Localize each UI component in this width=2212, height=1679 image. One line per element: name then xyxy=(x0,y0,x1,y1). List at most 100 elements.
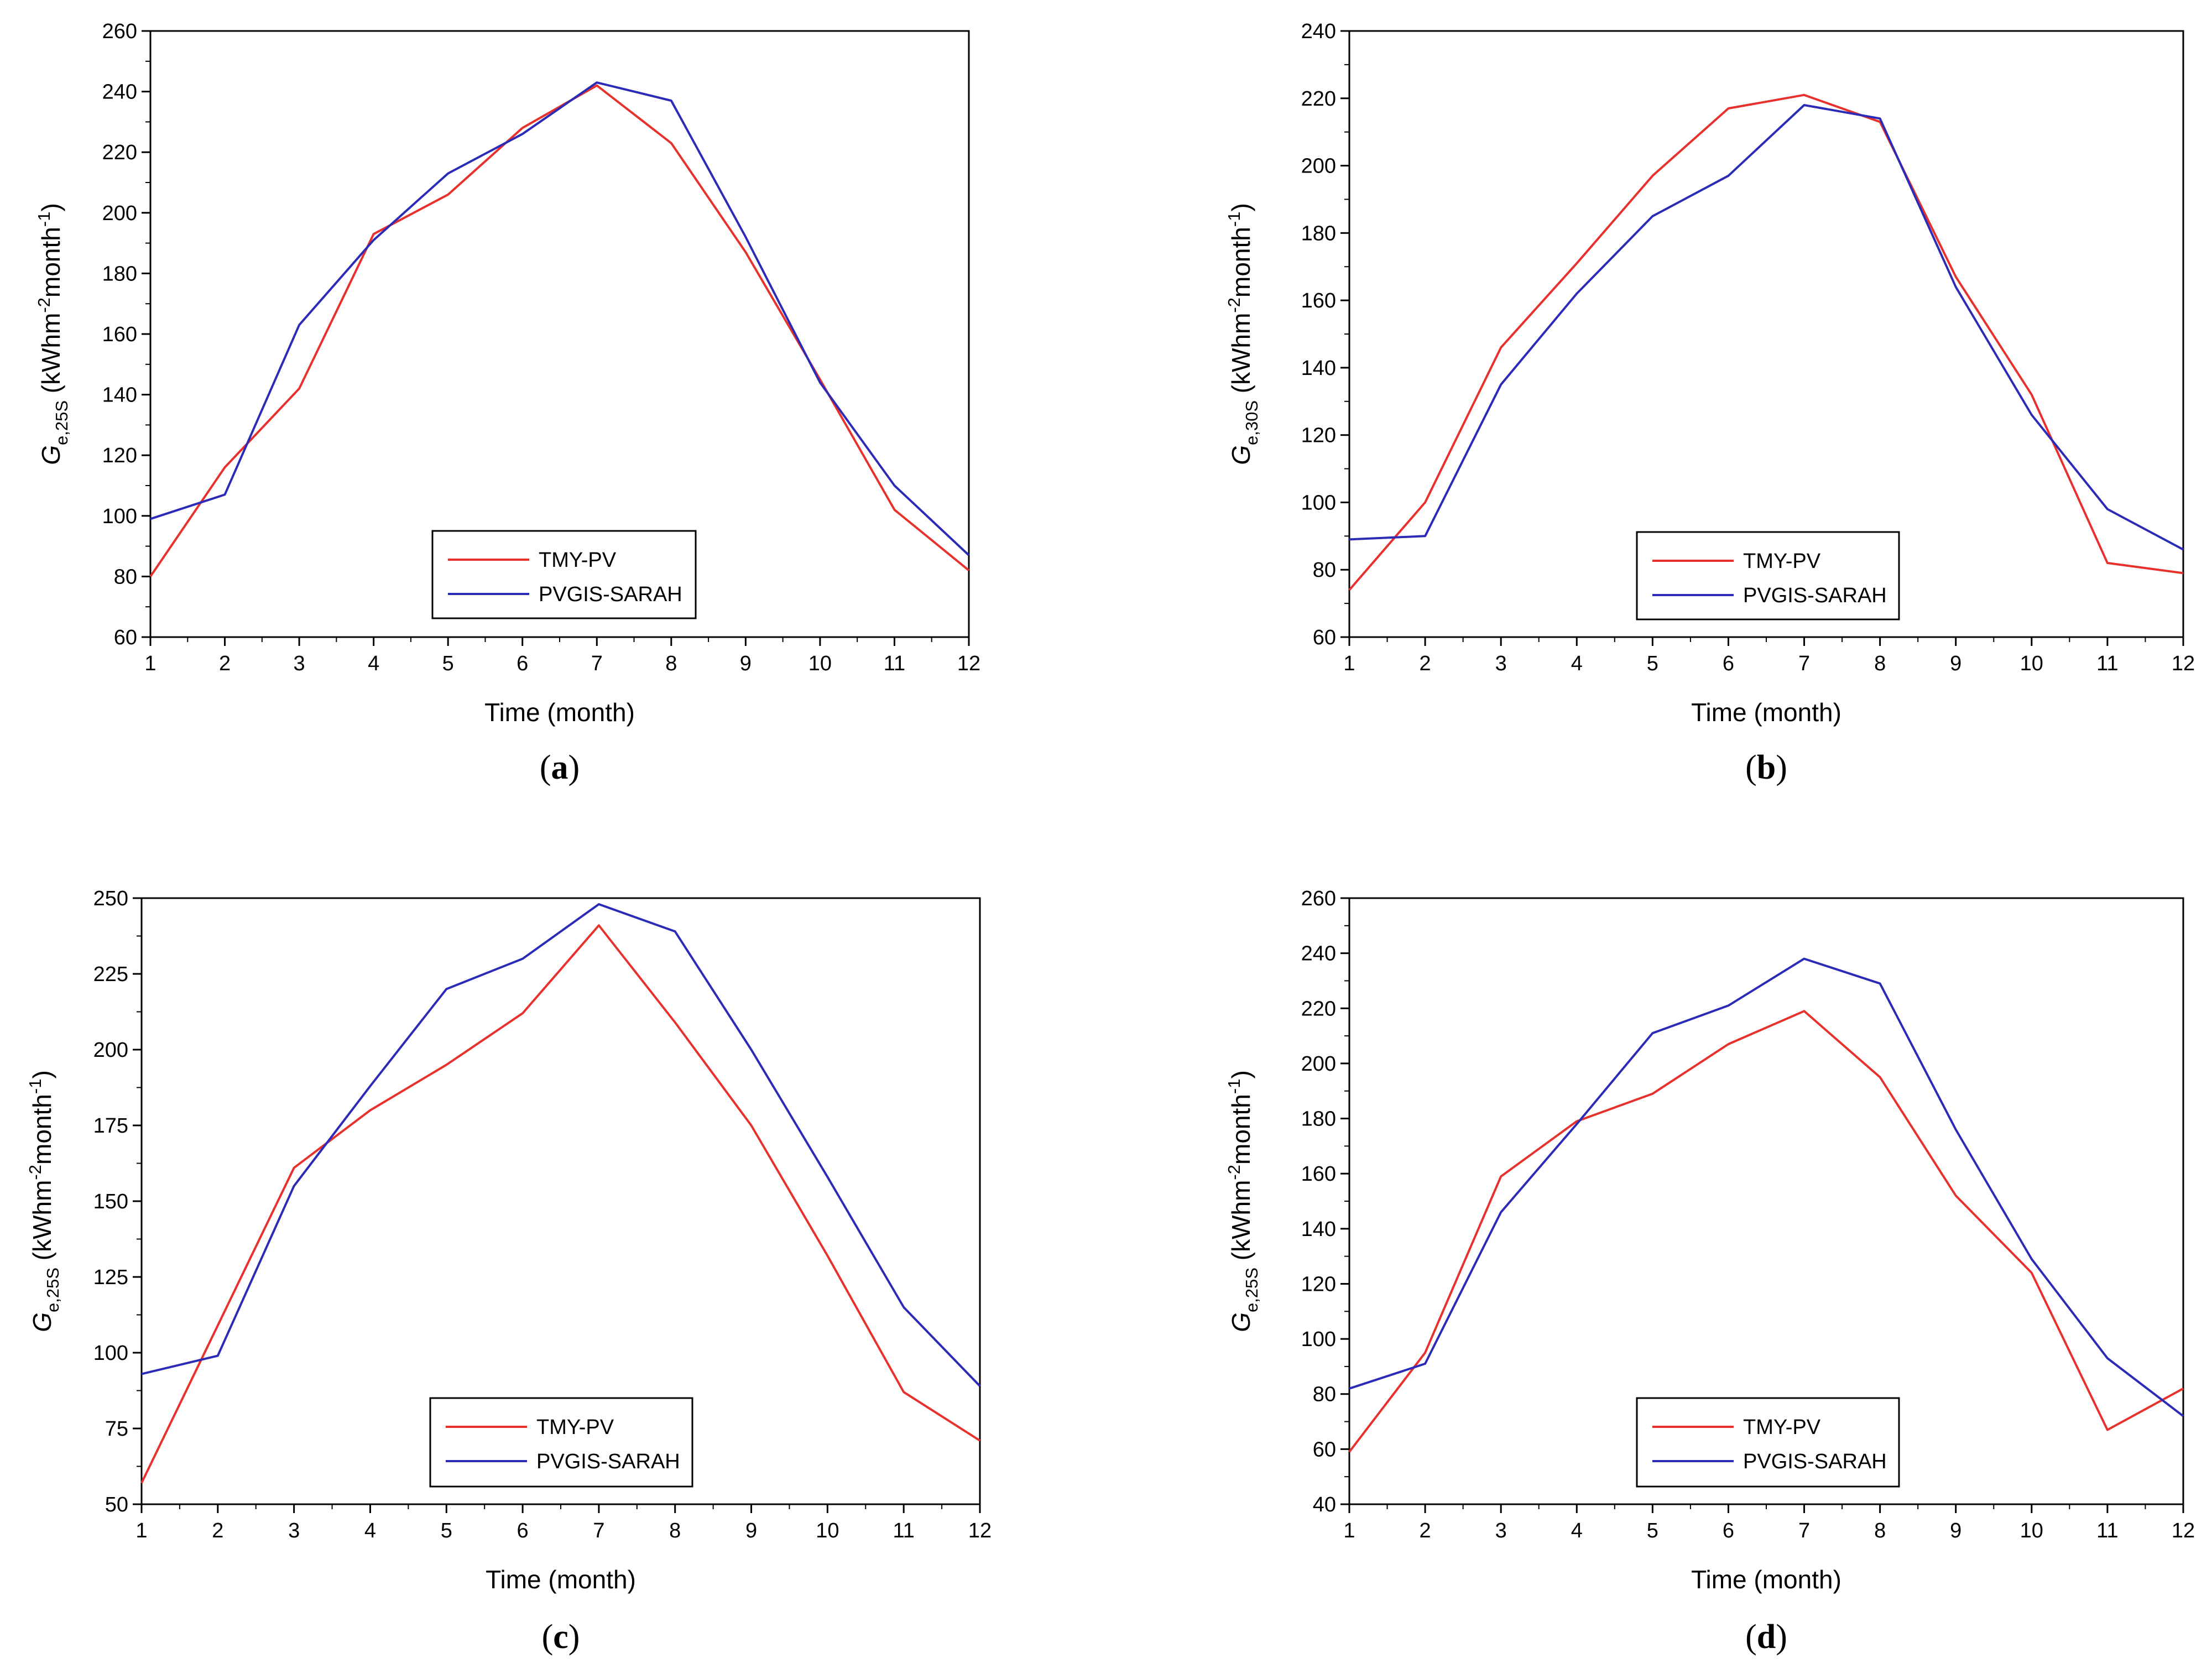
legend-box xyxy=(1636,1397,1900,1488)
x-tick-label: 6 xyxy=(517,652,528,675)
y-tick-label: 180 xyxy=(102,262,137,285)
legend-label: TMY-PV xyxy=(536,1416,614,1439)
y-tick-label: 260 xyxy=(102,20,137,43)
series-line-pvgis-sarah xyxy=(141,903,981,1387)
data-point xyxy=(224,493,226,496)
x-tick-label: 10 xyxy=(2020,652,2043,675)
x-tick-label: 2 xyxy=(1420,652,1431,675)
x-tick-label: 1 xyxy=(1343,652,1355,675)
data-point xyxy=(2106,508,2109,510)
x-tick-label: 2 xyxy=(212,1519,223,1542)
data-point xyxy=(819,382,821,384)
legend-label: TMY-PV xyxy=(1743,550,1821,573)
x-tick-label: 8 xyxy=(665,652,677,675)
y-tick-label: 60 xyxy=(114,626,137,649)
x-tick-label: 9 xyxy=(1950,1519,1961,1542)
x-tick-label: 12 xyxy=(957,652,980,675)
x-tick-label: 7 xyxy=(1798,1519,1810,1542)
x-tick-label: 10 xyxy=(808,652,832,675)
y-tick-label: 220 xyxy=(1301,87,1336,111)
x-tick-label: 11 xyxy=(2096,1519,2118,1542)
y-tick-label: 180 xyxy=(1301,1108,1336,1131)
data-point xyxy=(744,236,747,238)
data-point xyxy=(1803,1010,1806,1012)
y-tick-label: 200 xyxy=(1301,155,1336,178)
x-tick-label: 8 xyxy=(1874,652,1886,675)
series-line-pvgis-sarah xyxy=(1349,104,2184,551)
x-axis-title: Time (month) xyxy=(1691,1565,1841,1594)
chart-panel-c: 1 2 3 4 5 6 7 8 9 10 11 125075100125150175200225250… xyxy=(25,887,992,1656)
legend-box xyxy=(1636,531,1900,620)
data-point xyxy=(445,1063,447,1066)
x-tick-label: 5 xyxy=(442,652,454,675)
y-tick-label: 160 xyxy=(102,323,137,346)
data-point xyxy=(1348,538,1350,540)
data-point xyxy=(893,509,895,511)
data-point xyxy=(1424,501,1426,503)
data-point xyxy=(1879,1076,1881,1078)
x-tick-label: 4 xyxy=(364,1519,376,1542)
data-point xyxy=(1803,104,1806,106)
y-axis-title: Ge,25S (kWhm-2month-1) xyxy=(1224,1070,1261,1332)
data-point xyxy=(1879,117,1881,119)
legend-label: TMY-PV xyxy=(1743,1416,1821,1439)
data-point xyxy=(1424,1352,1426,1354)
data-point xyxy=(2031,394,2033,396)
data-point xyxy=(149,575,152,577)
panel-label: (c) xyxy=(542,1618,580,1656)
x-tick-label: 4 xyxy=(1571,1519,1583,1542)
x-tick-label: 6 xyxy=(1723,652,1734,675)
y-tick-label: 240 xyxy=(102,81,137,104)
data-point xyxy=(1727,1043,1729,1045)
series-line-tmy-pv xyxy=(149,84,970,577)
y-tick-label: 140 xyxy=(102,384,137,407)
data-point xyxy=(1348,1451,1350,1453)
data-point xyxy=(1955,1195,1957,1197)
data-point xyxy=(293,1167,295,1169)
y-tick-label: 260 xyxy=(1301,887,1336,910)
panel-label: (d) xyxy=(1745,1618,1787,1656)
data-point xyxy=(149,518,152,520)
data-point xyxy=(1803,958,1806,960)
legend-box xyxy=(429,1397,693,1488)
data-point xyxy=(1955,275,1957,278)
data-point xyxy=(674,1021,676,1024)
data-point xyxy=(1348,589,1350,591)
y-tick-label: 40 xyxy=(1313,1493,1336,1516)
data-point xyxy=(826,1176,828,1178)
data-point xyxy=(750,1049,753,1051)
x-tick-label: 6 xyxy=(517,1519,529,1542)
data-point xyxy=(2106,1428,2109,1431)
y-tick-label: 100 xyxy=(1301,1328,1336,1351)
data-point xyxy=(140,1482,143,1484)
data-point xyxy=(298,324,300,326)
x-tick-label: 5 xyxy=(441,1519,452,1542)
y-tick-label: 200 xyxy=(1301,1052,1336,1076)
y-tick-label: 120 xyxy=(102,444,137,467)
legend-label: PVGIS-SARAH xyxy=(536,1450,680,1473)
y-tick-label: 75 xyxy=(105,1417,128,1441)
x-tick-label: 4 xyxy=(1571,652,1583,675)
data-point xyxy=(1575,262,1578,264)
data-point xyxy=(1500,1211,1502,1213)
y-tick-label: 80 xyxy=(1313,1383,1336,1406)
y-tick-label: 240 xyxy=(1301,20,1336,43)
data-point xyxy=(979,1440,981,1442)
y-tick-label: 250 xyxy=(93,887,128,910)
data-point xyxy=(1424,1363,1426,1365)
x-tick-label: 1 xyxy=(144,652,156,675)
x-tick-label: 3 xyxy=(288,1519,300,1542)
y-tick-label: 160 xyxy=(1301,289,1336,312)
x-tick-label: 1 xyxy=(135,1519,147,1542)
y-tick-label: 225 xyxy=(93,963,128,986)
data-point xyxy=(1651,1032,1653,1034)
x-axis-title: Time (month) xyxy=(484,698,635,727)
x-tick-label: 4 xyxy=(368,652,379,675)
data-point xyxy=(2031,1258,2033,1260)
data-point xyxy=(521,127,524,129)
data-point xyxy=(902,1306,905,1308)
x-tick-label: 11 xyxy=(893,1519,914,1542)
data-point xyxy=(1727,1004,1729,1007)
data-point xyxy=(1348,1388,1350,1390)
data-point xyxy=(1803,94,1806,96)
